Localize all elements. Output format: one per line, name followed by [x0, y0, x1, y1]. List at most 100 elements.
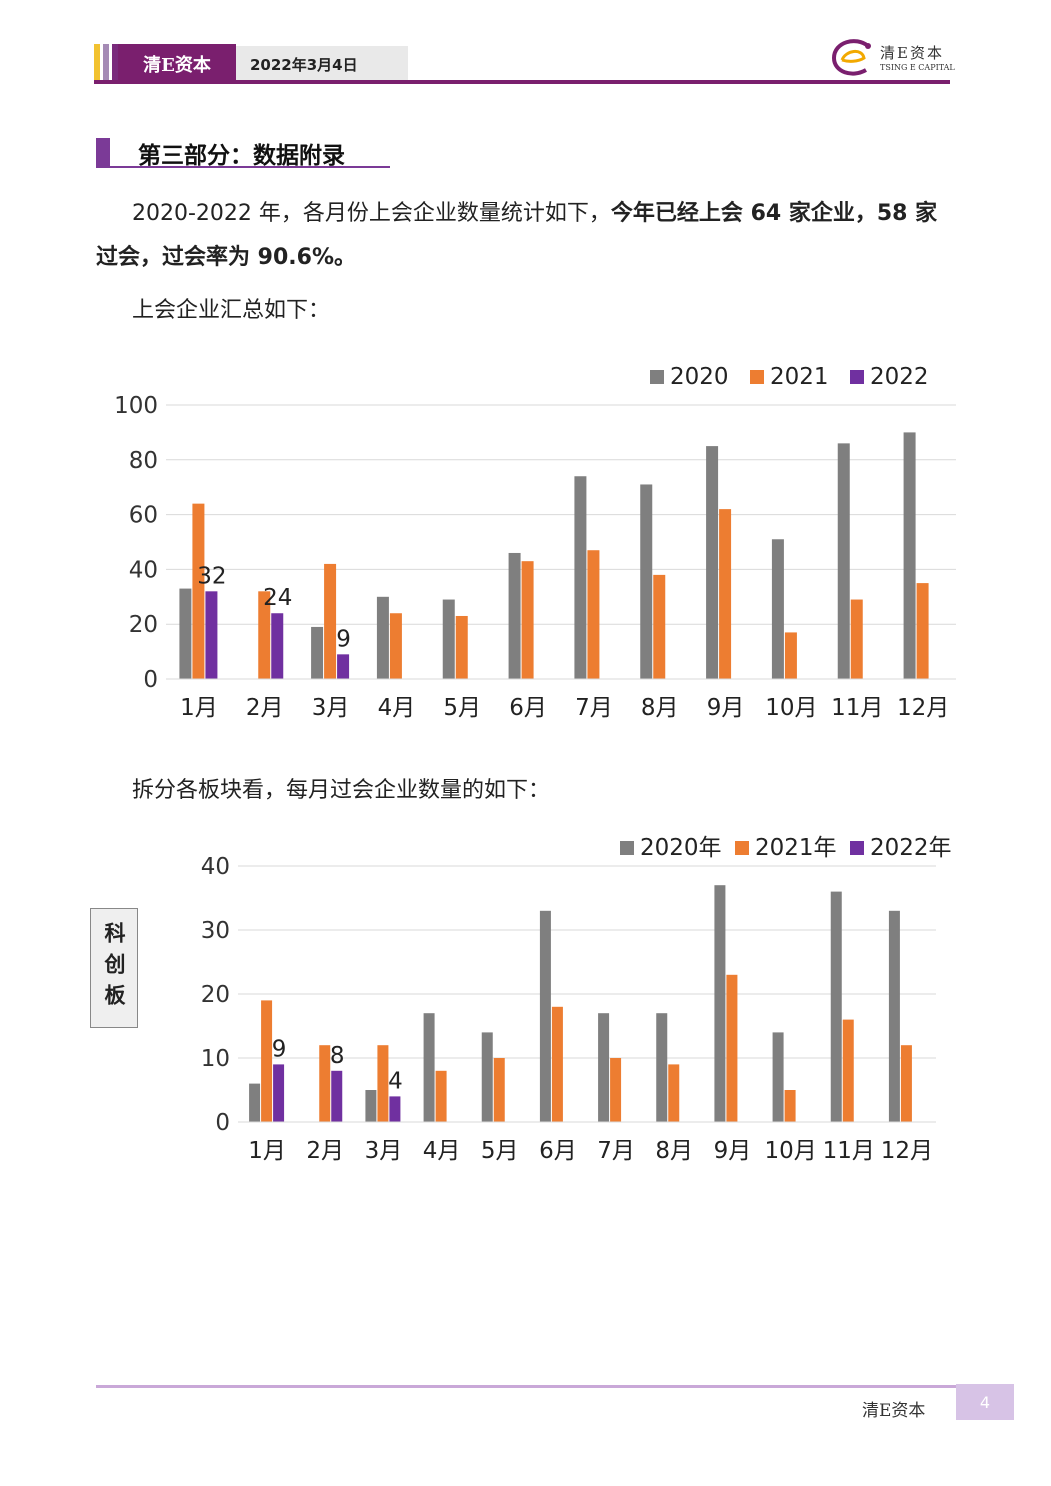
- bar-2021年-3月: [377, 1045, 389, 1122]
- bar-2022-2月: [271, 613, 284, 679]
- x-category-label: 1月: [248, 1138, 286, 1164]
- bar-2020-9月: [706, 446, 719, 679]
- y-tick-label: 0: [143, 667, 158, 693]
- y-tick-label: 0: [215, 1110, 230, 1136]
- bar-2021年-11月: [842, 1019, 854, 1122]
- bar-2021年-1月: [261, 1000, 273, 1122]
- bar-2020-6月: [508, 552, 521, 679]
- bar-2021年-5月: [493, 1058, 505, 1122]
- footer-brand: 清E资本: [862, 1401, 926, 1421]
- legend-swatch: [750, 370, 764, 384]
- bar-2021-10月: [784, 632, 797, 679]
- bar-2021年-6月: [551, 1006, 563, 1122]
- bar-2021-4月: [389, 613, 402, 679]
- bar-2020年-3月: [365, 1090, 377, 1122]
- section-title: 第三部分：数据附录: [138, 143, 345, 169]
- header-accent-purple: [112, 44, 118, 84]
- bar-2022年-1月: [273, 1064, 285, 1122]
- header-date: 2022年3月4日: [236, 46, 408, 82]
- bar-2020-10月: [771, 539, 784, 679]
- legend-swatch: [850, 370, 864, 384]
- bar-2020-11月: [837, 443, 850, 679]
- x-category-label: 4月: [423, 1138, 461, 1164]
- bar-2021-6月: [521, 561, 534, 679]
- bar-2020年-12月: [888, 910, 900, 1122]
- y-tick-label: 40: [129, 557, 158, 583]
- data-label: 9: [272, 1036, 287, 1062]
- bar-2021年-7月: [610, 1058, 622, 1122]
- bar-2022-3月: [337, 654, 350, 679]
- x-category-label: 6月: [509, 695, 547, 721]
- bar-2020-12月: [903, 432, 916, 679]
- summary-paragraph: 2020-2022 年，各月份上会企业数量统计如下，今年已经上会 64 家企业，…: [96, 192, 956, 280]
- legend-label: 2022年: [870, 835, 952, 861]
- x-category-label: 9月: [714, 1138, 752, 1164]
- legend-label: 2020: [670, 364, 729, 390]
- bar-2020年-10月: [772, 1032, 784, 1122]
- bar-2020年-4月: [423, 1013, 435, 1122]
- x-category-label: 8月: [655, 1138, 693, 1164]
- x-category-label: 5月: [481, 1138, 519, 1164]
- bar-2021-11月: [850, 599, 863, 679]
- bar-2020-5月: [442, 599, 455, 679]
- y-tick-label: 80: [129, 448, 158, 474]
- x-category-label: 9月: [707, 695, 745, 721]
- bar-2021-3月: [324, 563, 337, 679]
- logo-english-name: TSING E CAPITAL: [880, 63, 955, 72]
- logo-chinese-name: 清E资本: [880, 44, 944, 62]
- legend-swatch: [620, 841, 634, 855]
- bar-2020-8月: [640, 484, 653, 679]
- x-category-label: 8月: [641, 695, 679, 721]
- y-tick-label: 30: [201, 918, 230, 944]
- header-rule: [94, 80, 950, 84]
- legend-swatch: [650, 370, 664, 384]
- data-label: 32: [197, 563, 226, 589]
- page-number: 4: [956, 1384, 1014, 1420]
- bar-2021-9月: [719, 509, 732, 679]
- y-tick-label: 100: [114, 393, 158, 419]
- summary-bold-1: 今年已经上会 64 家企业，: [610, 201, 877, 226]
- y-tick-label: 20: [129, 612, 158, 638]
- data-label: 8: [330, 1043, 345, 1069]
- x-category-label: 7月: [597, 1138, 635, 1164]
- legend-label: 2022: [870, 364, 929, 390]
- bar-2021-7月: [587, 550, 600, 679]
- chart-star-market-approvals: 0 10 20 30 40 1月 9 2月 8 3月 4 4月 5月 6月 7月 8月 9月 10月 11月 12月 2…: [201, 835, 952, 1164]
- bar-2020年-11月: [830, 891, 842, 1122]
- summary-bold-2: 58 家过会，过会率为 90.6%。: [96, 201, 938, 270]
- bar-2020-1月: [179, 588, 192, 679]
- bar-2022年-3月: [389, 1096, 401, 1122]
- chart1-caption: 上会企业汇总如下：: [132, 298, 331, 323]
- bar-2021-5月: [455, 615, 468, 679]
- bar-2021年-4月: [435, 1070, 447, 1122]
- summary-plain: 2020-2022 年，各月份上会企业数量统计如下，: [132, 201, 611, 226]
- bar-2021-1月: [192, 503, 205, 679]
- x-category-label: 2月: [246, 695, 284, 721]
- bar-2021-8月: [653, 574, 666, 679]
- bar-2021年-9月: [726, 974, 738, 1122]
- x-category-label: 12月: [897, 695, 949, 721]
- bar-2022年-2月: [331, 1070, 343, 1122]
- x-category-label: 5月: [443, 695, 481, 721]
- bar-2020年-9月: [714, 885, 726, 1122]
- bar-2021年-2月: [319, 1045, 331, 1122]
- bar-2020年-5月: [481, 1032, 493, 1122]
- header-accent-lilac: [103, 44, 109, 84]
- x-category-label: 11月: [831, 695, 883, 721]
- y-tick-label: 20: [201, 982, 230, 1008]
- board-label: 科创板: [102, 921, 126, 1015]
- legend-label: 2021: [770, 364, 829, 390]
- bar-2020-7月: [574, 476, 587, 679]
- header-brand: 清E资本: [118, 44, 236, 84]
- data-label: 4: [388, 1068, 403, 1094]
- bar-2021年-10月: [784, 1090, 796, 1122]
- section-underline: [96, 166, 390, 168]
- x-category-label: 3月: [365, 1138, 403, 1164]
- bar-2022-1月: [205, 591, 218, 679]
- x-category-label: 12月: [881, 1138, 933, 1164]
- data-label: 24: [263, 585, 292, 611]
- bar-2021-2月: [258, 591, 271, 679]
- x-category-label: 7月: [575, 695, 613, 721]
- y-tick-label: 60: [129, 503, 158, 529]
- x-category-label: 4月: [378, 695, 416, 721]
